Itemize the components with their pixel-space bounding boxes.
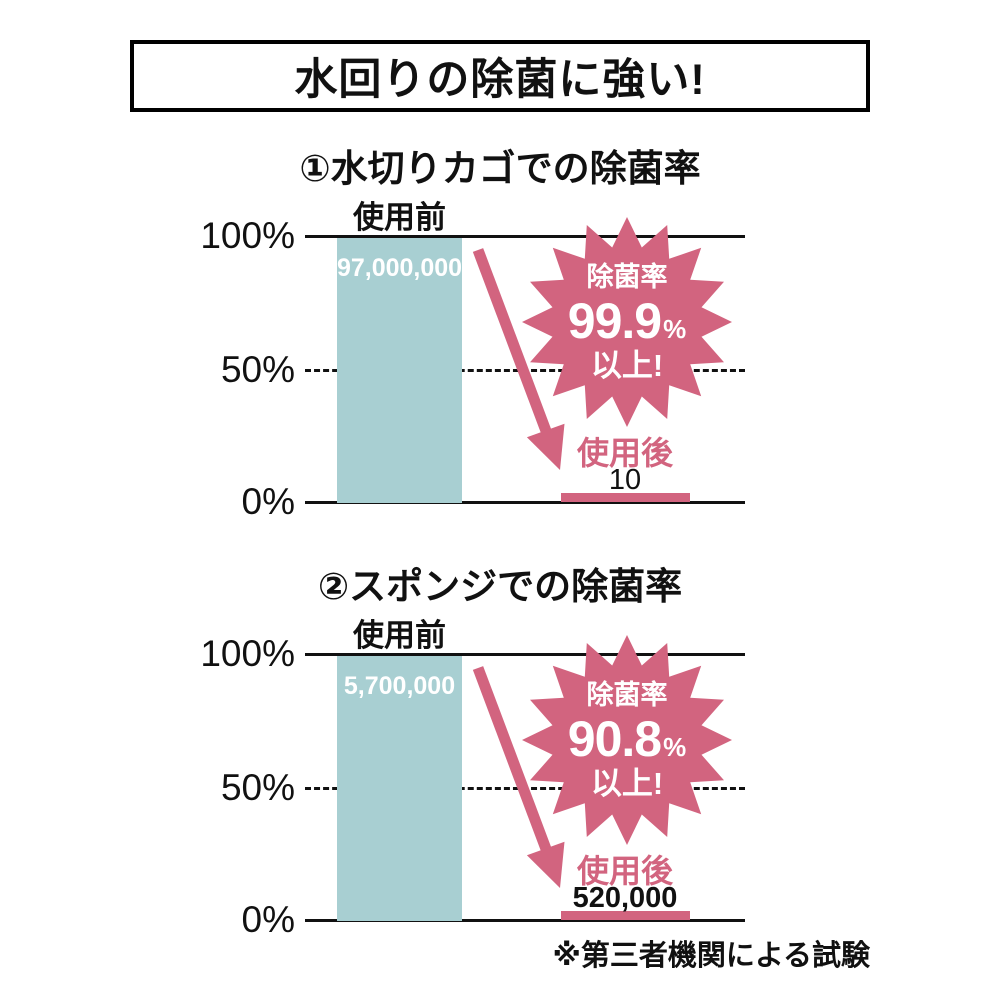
axis-line-0 (305, 501, 745, 504)
y-axis-label-0: 0% (241, 899, 295, 940)
chart-1-dish-drainer: ①水切りカゴでの除菌率 使用前 100% 50% 0% 97,000,000 除… (0, 130, 1000, 525)
axis-line-0 (305, 919, 745, 922)
after-use-value: 10 (608, 464, 642, 496)
y-axis-label-100: 100% (200, 215, 295, 256)
starburst-badge: 除菌率 90.8% 以上! (527, 681, 727, 800)
after-bar (561, 493, 690, 502)
badge-rate-unit: % (663, 732, 687, 763)
before-use-label: 使用前 (353, 200, 446, 235)
badge-rate-value: 90.8 (567, 711, 662, 768)
before-use-label: 使用前 (353, 618, 446, 653)
chart-title: ②スポンジでの除菌率 (317, 566, 683, 607)
chart-title: ①水切りカゴでの除菌率 (299, 148, 701, 189)
badge-rate-label: 除菌率 (586, 262, 668, 292)
y-axis-label-50: 50% (220, 349, 295, 390)
page-title: 水回りの除菌に強い! (294, 56, 706, 104)
header-title-box: 水回りの除菌に強い! (130, 40, 870, 112)
badge-more-label: 以上! (590, 347, 664, 383)
after-use-label: 使用後 (576, 435, 673, 471)
badge-rate-line: 90.8% (527, 713, 727, 766)
after-use-value: 520,000 (572, 882, 678, 914)
badge-rate-value: 99.9 (567, 293, 662, 350)
footnote: ※第三者機関による試験 (552, 940, 870, 972)
before-bar-value: 97,000,000 (336, 254, 463, 282)
y-axis-label-100: 100% (200, 633, 295, 674)
before-bar (337, 238, 462, 503)
y-axis-label-50: 50% (220, 767, 295, 808)
badge-rate-label: 除菌率 (586, 680, 668, 710)
y-axis-label-0: 0% (241, 481, 295, 522)
after-bar (561, 911, 690, 920)
chart-2-sponge: ②スポンジでの除菌率 使用前 100% 50% 0% 5,700,000 除菌率… (0, 548, 1000, 943)
before-bar (337, 656, 462, 921)
badge-more-label: 以上! (590, 765, 664, 801)
before-bar-value: 5,700,000 (343, 672, 456, 700)
starburst-badge: 除菌率 99.9% 以上! (527, 263, 727, 382)
badge-rate-unit: % (663, 314, 687, 345)
after-use-label: 使用後 (576, 853, 673, 889)
badge-rate-line: 99.9% (527, 295, 727, 348)
